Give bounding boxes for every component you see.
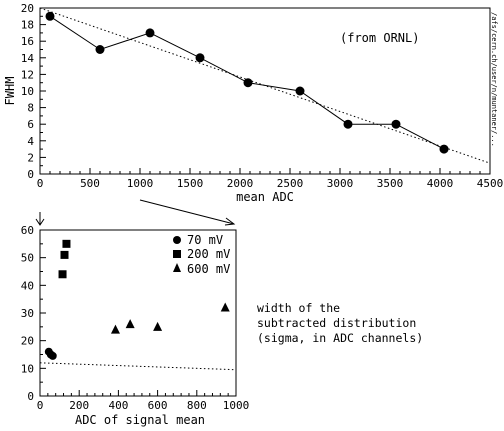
- top-data-point: [295, 86, 305, 96]
- legend-marker-70mv: [173, 236, 181, 244]
- top-y-tick-label: 14: [21, 52, 35, 65]
- note-line-2: subtracted distribution: [257, 316, 416, 330]
- top-y-tick-label: 4: [27, 135, 34, 148]
- top-x-tick-label: 1000: [127, 177, 154, 190]
- top-data-point: [391, 119, 401, 129]
- point-200mv: [58, 270, 67, 279]
- top-y-tick-label: 20: [21, 2, 34, 15]
- top-axis-ticks: 0 500 1000 1500 2000 2500 3000 3500 4000 45000246…: [21, 2, 504, 190]
- point-600mv: [110, 324, 120, 334]
- top-data-points: [45, 11, 449, 154]
- note: width of the subtracted distribution (si…: [257, 301, 423, 345]
- bottom-y-tick-label: 40: [21, 279, 34, 292]
- bottom-y-tick-label: 0: [27, 390, 34, 403]
- top-data-point: [145, 28, 155, 38]
- legend-label-200mv: 200 mV: [187, 247, 230, 261]
- side-label: /afs/cern.ch/user/n/muntaner/...: [490, 12, 498, 147]
- top-y-tick-label: 2: [27, 151, 34, 164]
- bottom-y-tick-label: 10: [21, 362, 34, 375]
- top-plot-frame: [39, 7, 491, 175]
- zoom-arrow-left-head: [35, 218, 45, 226]
- top-x-tick-label: 3500: [377, 177, 404, 190]
- top-y-tick-label: 10: [21, 85, 34, 98]
- top-y-tick-label: 6: [27, 118, 34, 131]
- legend-label-600mv: 600 mV: [187, 262, 230, 276]
- bottom-x-tick-label: 1000: [223, 399, 250, 412]
- bottom-x-tick-label: 800: [187, 399, 207, 412]
- point-200mv: [62, 239, 71, 248]
- top-x-tick-label: 2000: [227, 177, 254, 190]
- zoom-arrow-right: [139, 199, 235, 225]
- bottom-series-lines: [39, 362, 237, 371]
- bottom-axis-ticks: 0 200 400 600 800 1000 0 10 20 30 40 50 60: [21, 224, 250, 412]
- top-data-point: [439, 144, 449, 154]
- bottom-y-tick-label: 20: [21, 335, 34, 348]
- top-x-tick-label: 500: [80, 177, 100, 190]
- top-x-axis-title: mean ADC: [236, 190, 294, 204]
- top-y-tick-label: 16: [21, 35, 34, 48]
- bottom-x-tick-label: 400: [108, 399, 128, 412]
- point-600mv: [125, 319, 135, 329]
- top-series-lines: [39, 7, 491, 164]
- top-data-point: [45, 11, 55, 21]
- bottom-x-tick-label: 200: [69, 399, 89, 412]
- top-x-tick-label: 0: [37, 177, 44, 190]
- top-x-tick-label: 4500: [477, 177, 504, 190]
- point-600mv: [220, 302, 230, 312]
- top-y-tick-label: 0: [27, 168, 34, 181]
- note-line-1: width of the: [257, 301, 340, 315]
- legend-label-70mv: 70 mV: [187, 233, 223, 247]
- top-data-point: [343, 119, 353, 129]
- point-70mv: [48, 351, 57, 360]
- top-x-tick-label: 3000: [327, 177, 354, 190]
- top-annotation: (from ORNL): [340, 31, 419, 45]
- note-line-3: (sigma, in ADC channels): [257, 331, 423, 345]
- bottom-x-tick-label: 0: [37, 399, 44, 412]
- top-y-tick-label: 18: [21, 19, 34, 32]
- point-600mv: [153, 321, 163, 331]
- point-200mv: [60, 250, 69, 259]
- bottom-y-tick-label: 30: [21, 307, 34, 320]
- top-fit-line: [39, 7, 491, 164]
- top-x-tick-label: 2500: [277, 177, 304, 190]
- legend-marker-200mv: [173, 250, 181, 258]
- bottom-dotted-line: [39, 362, 237, 371]
- zoom-arrow-right-head: [224, 217, 236, 226]
- legend-marker-600mv: [173, 263, 181, 272]
- top-y-tick-label: 12: [21, 68, 34, 81]
- bottom-data-points: [44, 239, 230, 360]
- bottom-x-axis-title: ADC of signal mean: [75, 413, 205, 427]
- top-data-point: [195, 53, 205, 63]
- top-data-point: [243, 78, 253, 88]
- top-x-tick-label: 1500: [177, 177, 204, 190]
- bottom-y-tick-label: 60: [21, 224, 34, 237]
- zoom-arrows: [35, 199, 236, 226]
- top-y-tick-label: 8: [27, 102, 34, 115]
- top-data-point: [95, 45, 105, 54]
- top-y-axis-title: FWHM: [3, 77, 17, 106]
- legend: 70 mV 200 mV 600 mV: [173, 233, 230, 276]
- top-x-tick-label: 4000: [427, 177, 454, 190]
- bottom-x-tick-label: 600: [148, 399, 168, 412]
- bottom-y-tick-label: 50: [21, 252, 34, 265]
